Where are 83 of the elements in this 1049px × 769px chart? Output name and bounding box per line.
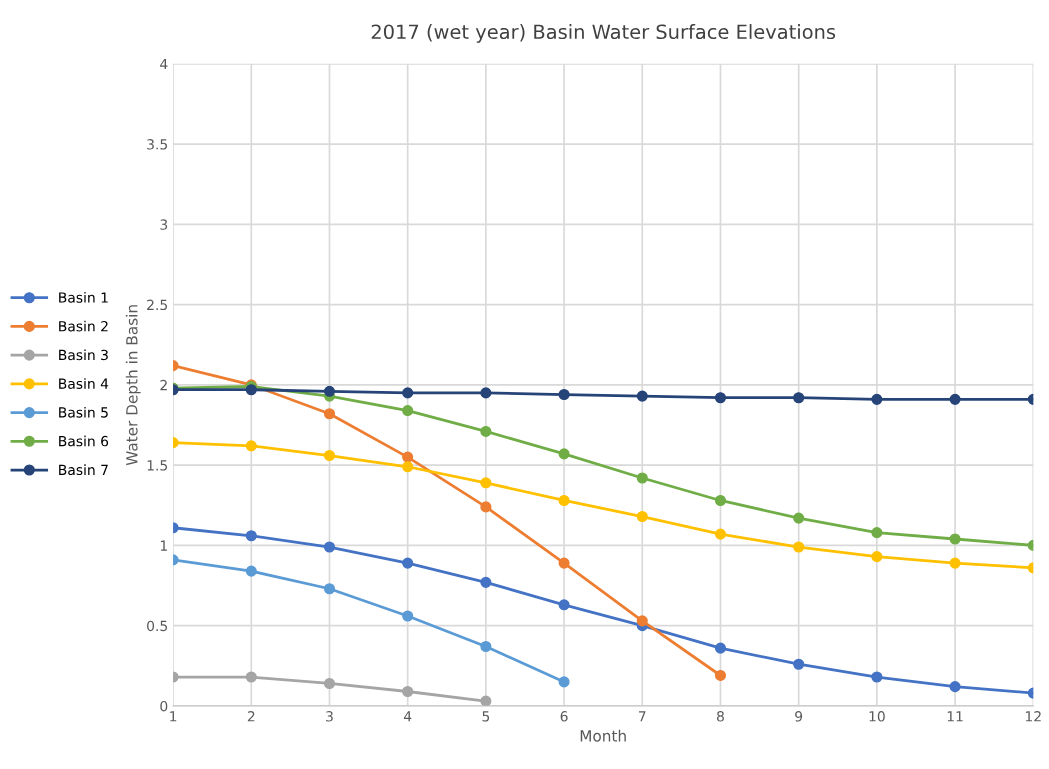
point xyxy=(480,695,492,706)
point xyxy=(871,393,883,405)
point xyxy=(558,494,570,507)
point xyxy=(245,440,257,452)
point xyxy=(714,669,727,681)
point xyxy=(871,527,883,539)
point xyxy=(636,390,648,402)
x-tick-label: 3 xyxy=(326,711,333,722)
x-tick-label: 12 xyxy=(1025,711,1041,722)
point xyxy=(558,676,570,688)
point xyxy=(402,451,414,463)
point xyxy=(793,512,805,524)
x-axis-title: Month xyxy=(580,729,626,742)
legend-label: Basin 4 xyxy=(59,378,109,389)
point xyxy=(402,685,414,698)
legend-label: Basin 6 xyxy=(59,435,109,447)
point xyxy=(323,677,336,690)
x-tick-label: 4 xyxy=(403,711,412,722)
point xyxy=(714,392,727,404)
y-tick-label: 3.5 xyxy=(147,139,168,150)
legend-label: Basin 2 xyxy=(59,320,108,332)
y-tick-label: 4 xyxy=(160,58,168,70)
point xyxy=(245,565,257,577)
point xyxy=(402,387,414,399)
point xyxy=(793,392,805,404)
x-tick-label: 5 xyxy=(482,711,490,722)
point xyxy=(480,425,492,437)
y-tick-label: 0 xyxy=(160,700,168,712)
point xyxy=(714,528,727,540)
point xyxy=(871,671,883,683)
point xyxy=(245,384,257,396)
point xyxy=(793,541,805,553)
point xyxy=(245,671,257,683)
point xyxy=(323,385,336,397)
point xyxy=(480,387,492,399)
point xyxy=(323,408,336,420)
y-tick-label: 2.5 xyxy=(147,299,168,311)
point xyxy=(949,533,961,545)
point xyxy=(714,642,727,654)
y-tick-label: 2 xyxy=(160,379,167,391)
chart-title: 2017 (wet year) Basin Water Surface Elevations xyxy=(371,24,836,43)
point xyxy=(871,551,883,563)
y-tick-label: 1 xyxy=(160,540,167,551)
point xyxy=(793,658,805,670)
point xyxy=(323,449,336,462)
x-tick-label: 6 xyxy=(560,711,568,722)
point xyxy=(323,541,336,553)
x-tick-label: 9 xyxy=(795,711,803,722)
point xyxy=(558,388,570,401)
y-axis-title: Water Depth in Basin xyxy=(125,305,141,466)
point xyxy=(636,615,648,627)
x-tick-label: 10 xyxy=(869,711,885,722)
point xyxy=(323,583,336,595)
point xyxy=(480,477,492,489)
y-tick-label: 0.5 xyxy=(147,620,168,632)
x-tick-label: 8 xyxy=(717,711,724,722)
point xyxy=(636,472,648,484)
point xyxy=(402,405,414,417)
y-tick-label: 3 xyxy=(160,219,168,230)
point xyxy=(402,557,414,569)
point xyxy=(949,557,961,569)
point xyxy=(636,510,648,523)
y-tick-label: 1.5 xyxy=(147,460,168,471)
point xyxy=(949,681,961,693)
legend-label: Basin 1 xyxy=(59,292,108,303)
x-tick-label: 11 xyxy=(947,711,963,722)
point xyxy=(245,530,257,542)
point xyxy=(558,557,570,569)
point xyxy=(402,461,414,473)
legend-label: Basin 7 xyxy=(59,464,108,476)
point xyxy=(714,494,727,507)
legend-label: Basin 3 xyxy=(59,349,108,361)
x-tick-label: 7 xyxy=(638,711,646,722)
x-tick-label: 2 xyxy=(247,711,255,722)
point xyxy=(480,576,492,588)
point xyxy=(402,610,414,622)
legend-label: Basin 5 xyxy=(59,406,108,418)
x-tick-label: 1 xyxy=(170,711,177,722)
point xyxy=(558,599,570,611)
point xyxy=(480,640,492,653)
point xyxy=(480,501,492,513)
point xyxy=(949,393,961,405)
point xyxy=(558,448,570,460)
